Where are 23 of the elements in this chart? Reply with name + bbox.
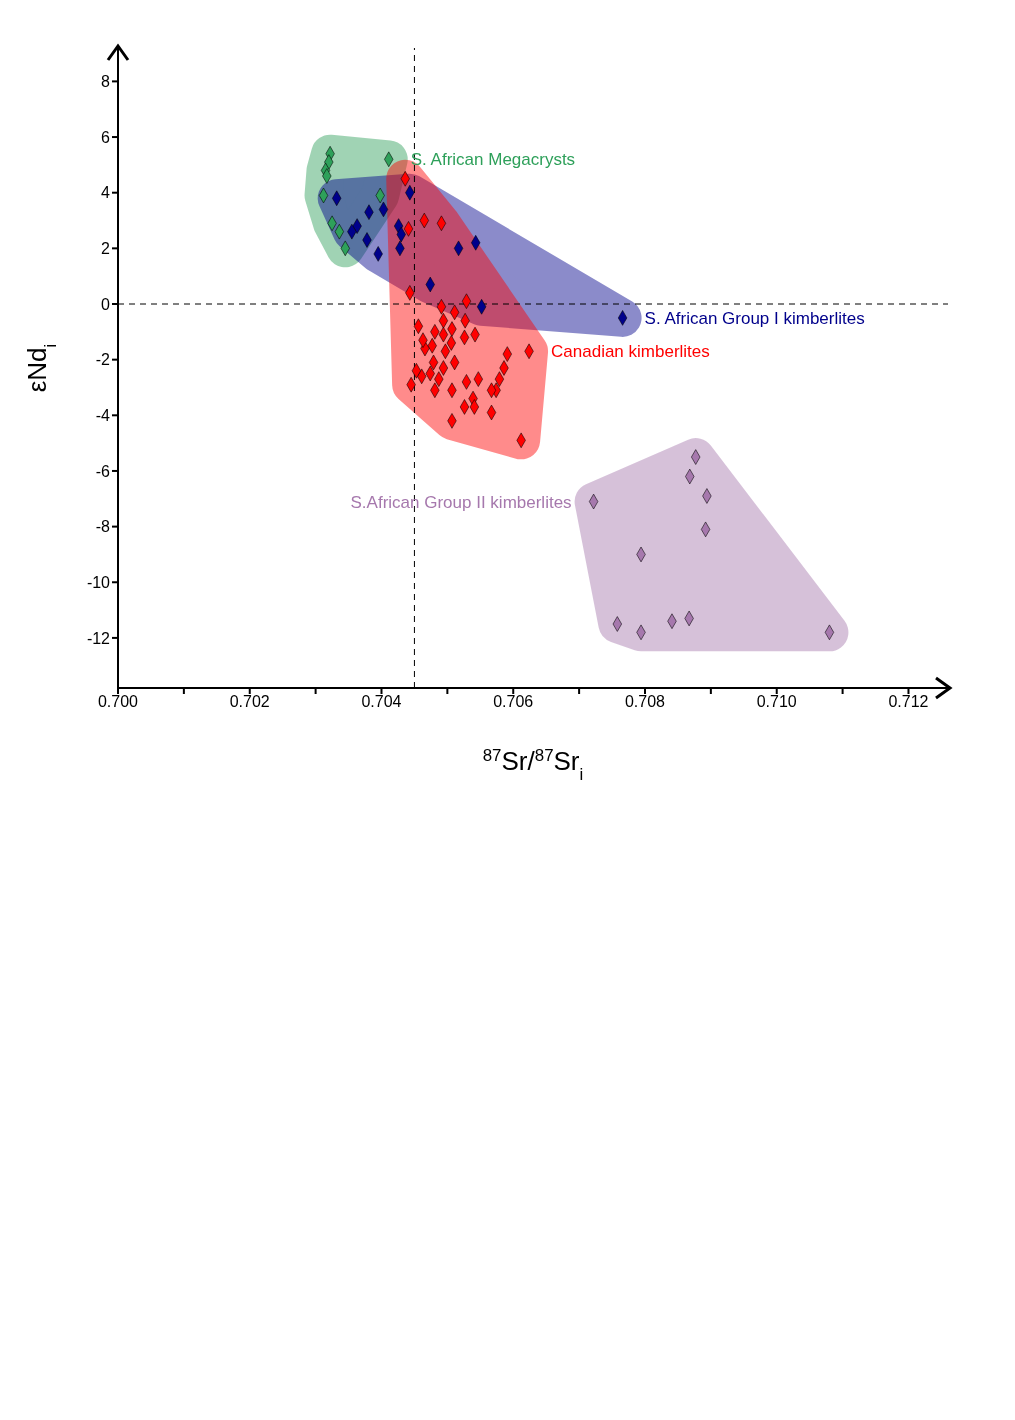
y-tick-label: -10 xyxy=(86,573,111,591)
y-tick-label: -2 xyxy=(95,351,111,369)
y-tick-label: 6 xyxy=(101,128,111,146)
y-tick-label: -6 xyxy=(95,462,111,480)
x-tick-label: 0.710 xyxy=(756,693,797,711)
x-tick-label: 0.712 xyxy=(888,693,929,711)
x-axis-title: $^{87}$Sr/$^{87}$Sr$_{i}$ xyxy=(482,745,584,784)
series-label: Canadian kimberlites xyxy=(551,342,710,362)
x-tick-label: 0.708 xyxy=(624,693,666,711)
y-tick-label: -4 xyxy=(95,406,111,424)
y-tick-label: 2 xyxy=(101,240,111,258)
x-tick-label: 0.700 xyxy=(97,693,139,711)
y-tick-label: -12 xyxy=(86,629,111,647)
x-tick-label: 0.702 xyxy=(229,693,270,711)
y-tick-label: 8 xyxy=(101,73,111,91)
x-tick-label: 0.706 xyxy=(493,693,534,711)
y-tick-label: 4 xyxy=(101,184,111,202)
x-tick-label: 0.704 xyxy=(361,693,402,711)
series-label: S. African Megacrysts xyxy=(410,150,576,170)
series-label: S.African Group II kimberlites xyxy=(350,492,572,512)
y-tick-label: 0 xyxy=(101,295,111,313)
series-label: S. African Group I kimberlites xyxy=(644,308,865,328)
y-tick-label: -8 xyxy=(95,518,111,536)
